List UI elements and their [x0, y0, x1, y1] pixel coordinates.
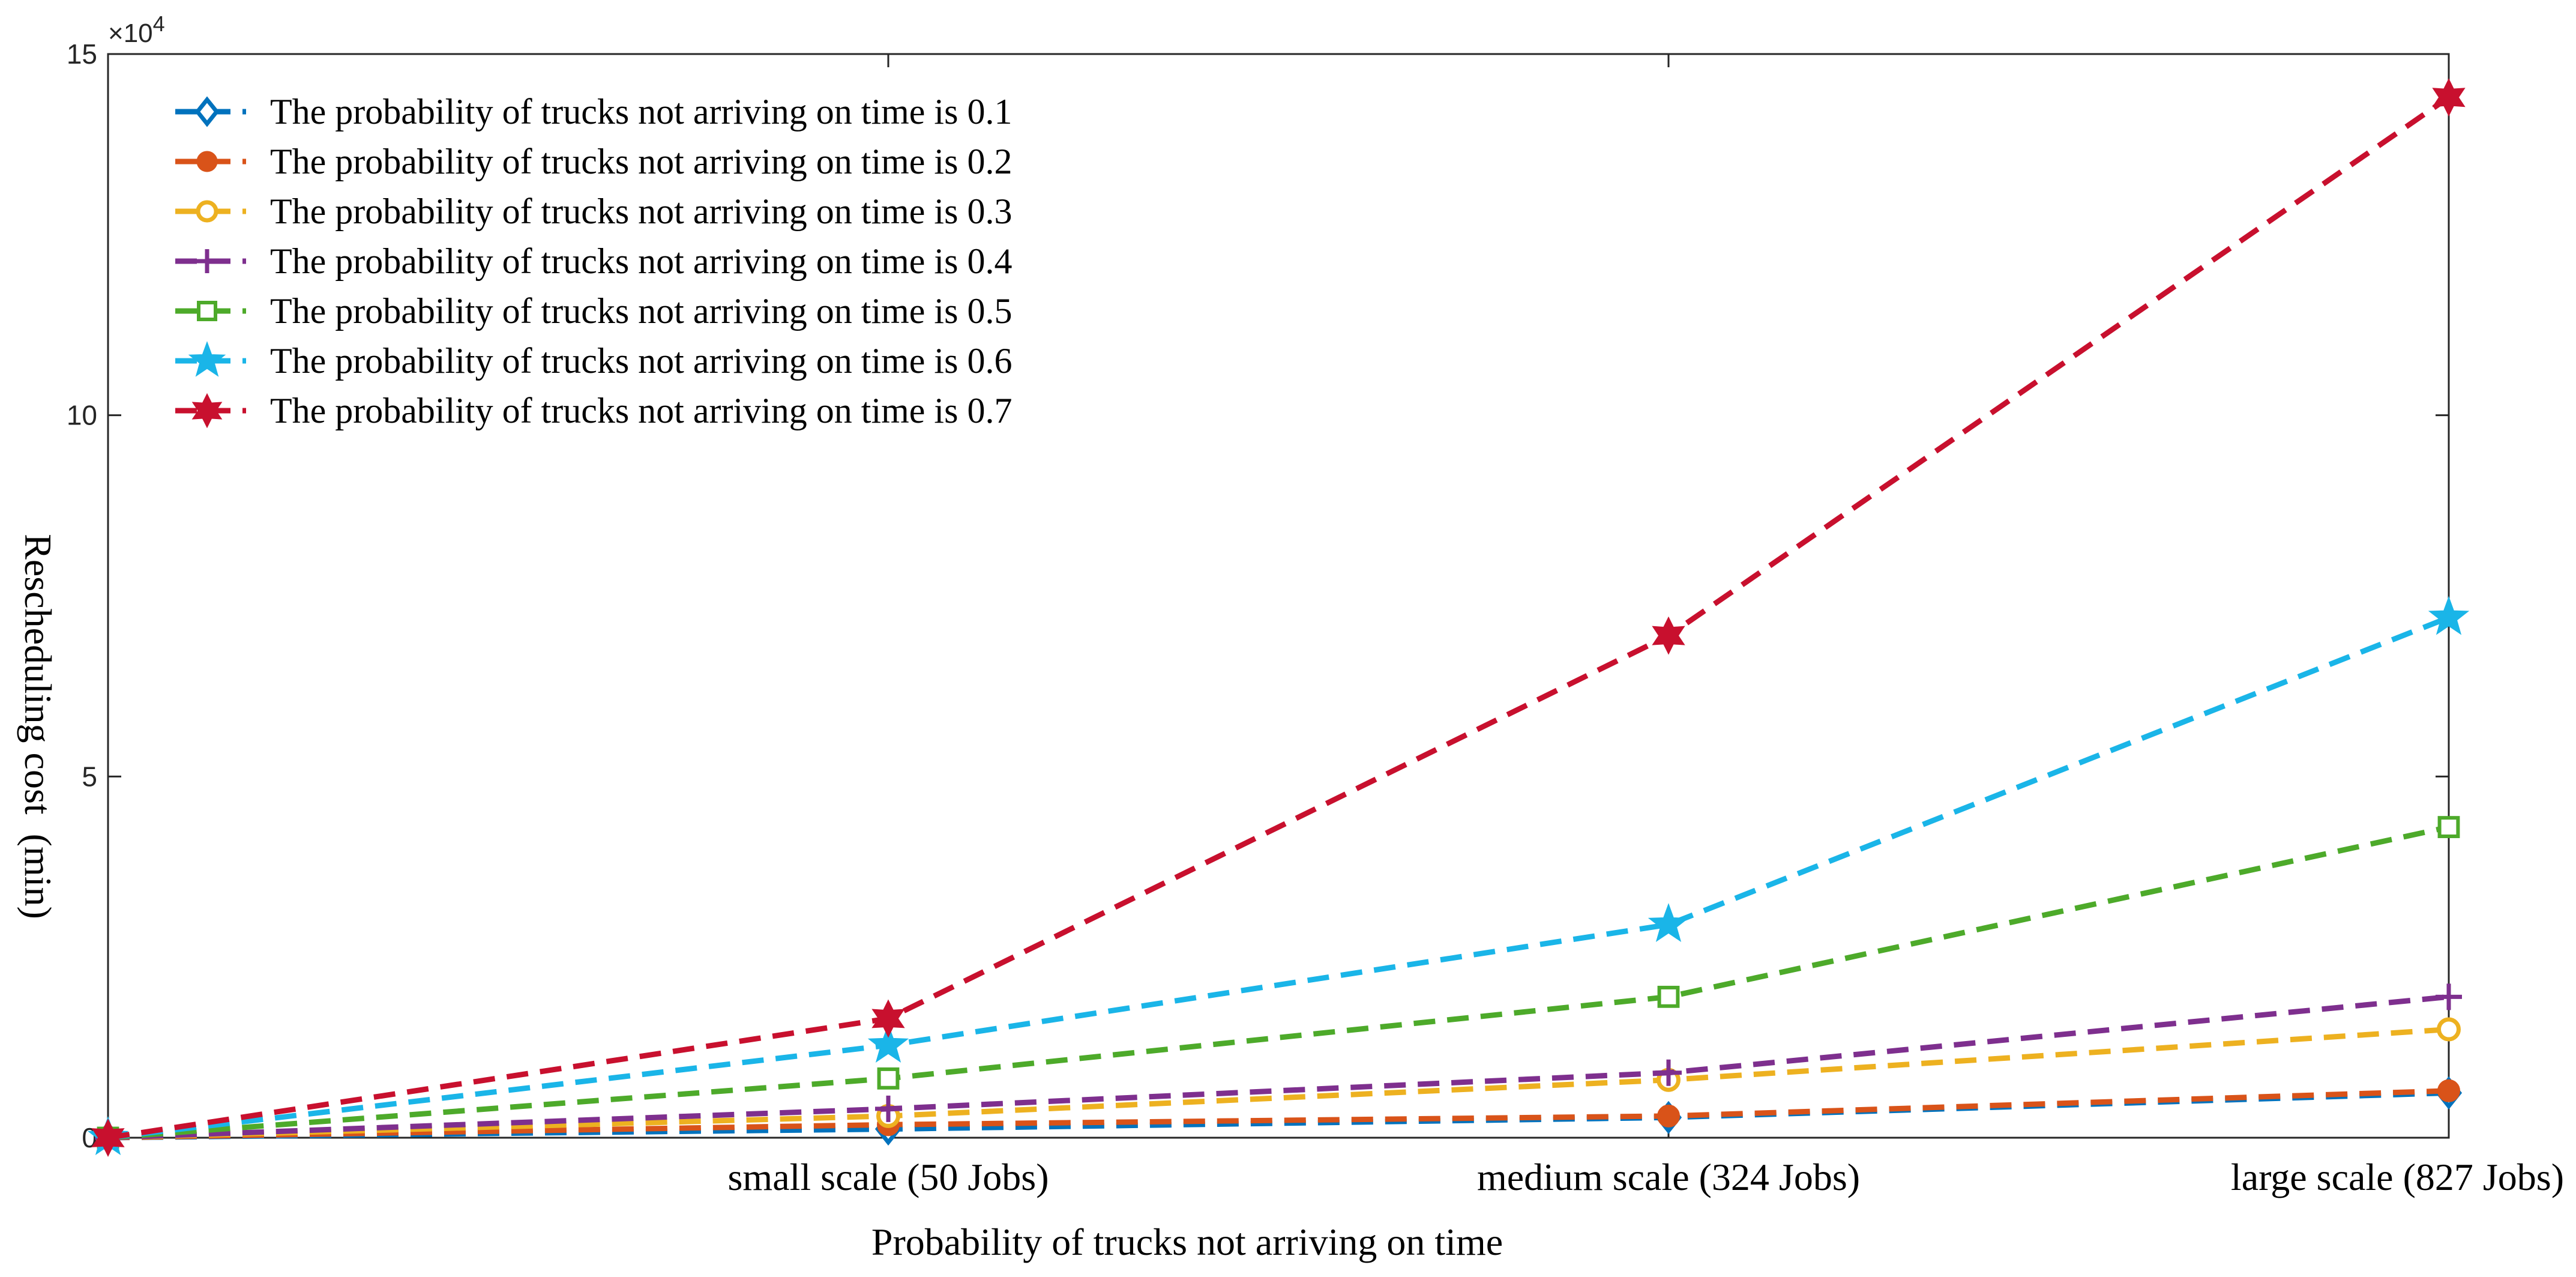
legend-item: The probability of trucks not arriving o… [175, 92, 1012, 131]
legend-item: The probability of trucks not arriving o… [175, 142, 1012, 181]
x-axis-label: Probability of trucks not arriving on ti… [871, 1221, 1503, 1263]
legend-label: The probability of trucks not arriving o… [270, 192, 1012, 231]
series-line [107, 994, 2449, 1141]
data-marker [1655, 1059, 1682, 1086]
data-marker [194, 96, 220, 127]
legend-label: The probability of trucks not arriving o… [270, 241, 1012, 281]
series-line [107, 95, 2451, 1141]
x-tick-labels: small scale (50 Jobs) medium scale (324 J… [728, 1156, 2565, 1198]
data-marker [196, 200, 218, 223]
legend: The probability of trucks not arriving o… [175, 92, 1012, 430]
x-tick-label: medium scale (324 Jobs) [1477, 1156, 1860, 1198]
data-marker [871, 999, 905, 1038]
x-tick-label: small scale (50 Jobs) [728, 1156, 1049, 1198]
data-marker [91, 1119, 125, 1157]
data-marker [2428, 596, 2470, 635]
data-series [87, 78, 2470, 1157]
series-line [107, 824, 2449, 1141]
legend-item: The probability of trucks not arriving o… [175, 341, 1012, 381]
x-tick-label: large scale (827 Jobs) [2231, 1156, 2564, 1198]
legend-item: The probability of trucks not arriving o… [175, 291, 1012, 331]
plot-area [107, 53, 2450, 1139]
y-axis-label: Rescheduling cost (min) [17, 534, 59, 919]
series-7 [91, 78, 2466, 1157]
data-marker [2437, 1017, 2461, 1042]
data-marker [1648, 903, 1690, 943]
data-marker [1657, 1104, 1680, 1128]
legend-label: The probability of trucks not arriving o… [270, 341, 1012, 381]
legend-item: The probability of trucks not arriving o… [175, 391, 1012, 430]
legend-label: The probability of trucks not arriving o… [270, 142, 1012, 181]
y-tick-label: 5 [82, 761, 97, 792]
y-tick-labels: 0 5 10 15 [67, 38, 97, 1153]
data-marker [196, 151, 218, 172]
data-marker [2432, 78, 2466, 117]
y-tick-label: 15 [67, 38, 97, 70]
series-line [107, 615, 2450, 1141]
y-tick-label: 0 [82, 1122, 97, 1153]
data-marker [2436, 983, 2462, 1010]
y-tick-label: 10 [67, 400, 97, 431]
series-line [107, 1088, 2449, 1141]
data-marker [867, 1024, 909, 1063]
legend-item: The probability of trucks not arriving o… [175, 192, 1012, 231]
data-marker [191, 393, 223, 429]
data-marker [2437, 1079, 2460, 1102]
y-multiplier: ×104 [108, 11, 165, 48]
data-marker [875, 1095, 901, 1122]
legend-label: The probability of trucks not arriving o… [270, 92, 1012, 131]
data-marker [1657, 985, 1680, 1008]
y-multiplier-exponent: 4 [153, 11, 165, 36]
data-marker [2437, 816, 2460, 838]
data-marker [877, 1067, 900, 1090]
legend-item: The probability of trucks not arriving o… [175, 241, 1012, 281]
series-line [107, 1027, 2449, 1141]
legend-label: The probability of trucks not arriving o… [270, 391, 1012, 430]
legend-label: The probability of trucks not arriving o… [270, 291, 1012, 331]
data-marker [188, 341, 226, 377]
data-marker [1652, 616, 1685, 655]
series-4 [95, 983, 2462, 1151]
data-marker [197, 301, 217, 321]
data-marker [195, 249, 219, 273]
